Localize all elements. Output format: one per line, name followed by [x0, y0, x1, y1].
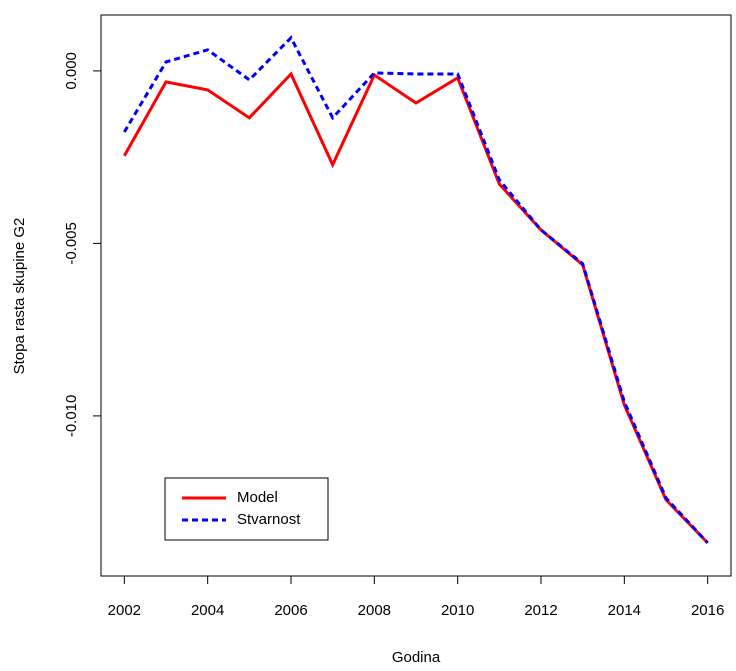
- x-tick-label: 2006: [274, 602, 307, 619]
- x-tick-label: 2010: [441, 602, 474, 619]
- series-line: [123, 71, 709, 544]
- x-tick-label: 2014: [608, 602, 641, 619]
- legend-box: [164, 477, 329, 541]
- series-line: [123, 35, 709, 544]
- y-axis-label: Stopa rasta skupine G2: [11, 218, 28, 375]
- y-tick-label: -0.010: [63, 395, 80, 438]
- y-tick-label: 0.000: [63, 52, 80, 90]
- y-tick-label: -0.005: [63, 222, 80, 265]
- x-tick-label: 2012: [524, 602, 557, 619]
- x-axis-label: Godina: [392, 649, 441, 666]
- legend-label: Model: [237, 489, 278, 506]
- x-tick-label: 2008: [358, 602, 391, 619]
- x-tick-label: 2002: [108, 602, 141, 619]
- x-tick-label: 2016: [691, 602, 724, 619]
- legend-label: Stvarnost: [237, 511, 301, 528]
- x-tick-label: 2004: [191, 602, 224, 619]
